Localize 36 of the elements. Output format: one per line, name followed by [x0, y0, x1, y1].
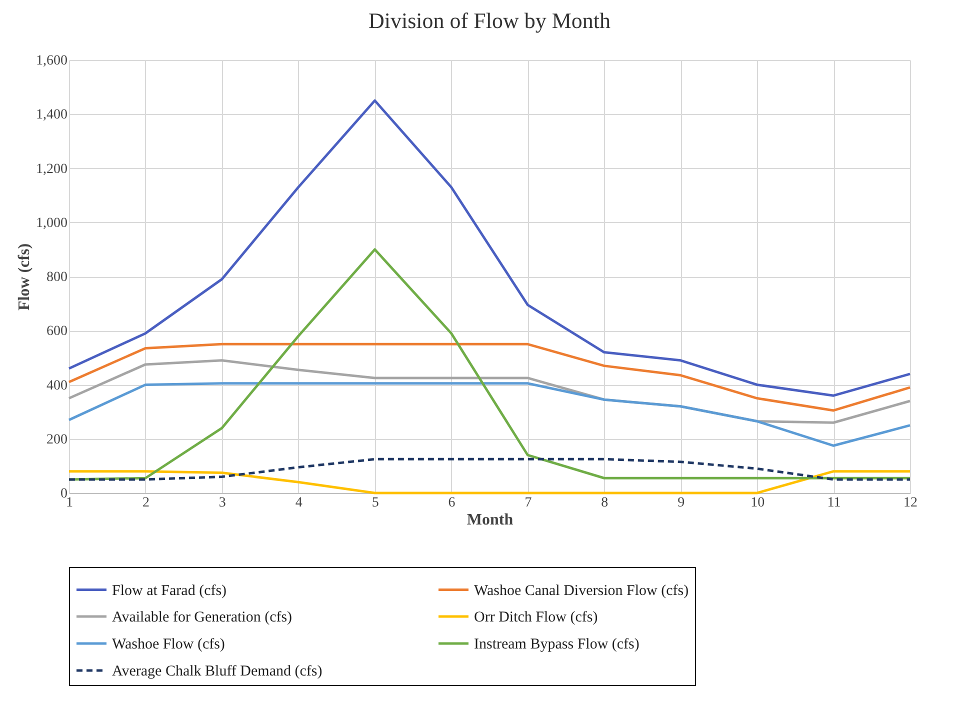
line-series — [68, 342, 912, 412]
y-tick-label: 1,600 — [36, 54, 68, 68]
line-series — [68, 470, 912, 494]
legend-label: Available for Generation (cfs) — [112, 610, 292, 626]
x-tick-label: 1 — [66, 496, 73, 510]
x-tick-label: 6 — [448, 496, 456, 510]
legend-label: Flow at Farad (cfs) — [112, 582, 227, 599]
x-tick-label: 4 — [295, 496, 302, 510]
x-axis-title: Month — [466, 512, 514, 528]
line-series — [68, 99, 912, 397]
legend-label: Average Chalk Bluff Demand (cfs) — [112, 664, 322, 680]
y-tick-label: 800 — [46, 270, 68, 285]
chart-title: Division of Flow by Month — [368, 8, 611, 33]
y-tick-label: 1,200 — [36, 162, 68, 177]
legend-label: Instream Bypass Flow (cfs) — [474, 636, 640, 652]
line-series — [68, 382, 912, 447]
line-series — [68, 458, 912, 481]
legend-label: Orr Ditch Flow (cfs) — [474, 610, 598, 626]
y-tick-label: 1,000 — [36, 216, 68, 231]
legend-label: Washoe Canal Diversion Flow (cfs) — [474, 582, 689, 599]
x-tick-label: 8 — [601, 496, 608, 510]
y-tick-label: 0 — [60, 486, 68, 502]
x-tick-label: 11 — [827, 496, 841, 510]
y-tick-label: 400 — [46, 378, 68, 394]
legend-label: Washoe Flow (cfs) — [112, 636, 225, 652]
y-tick-label: 1,400 — [36, 108, 68, 123]
x-tick-label: 12 — [904, 496, 918, 510]
y-tick-label: 200 — [46, 432, 68, 448]
x-tick-label: 5 — [372, 496, 379, 510]
x-tick-label: 7 — [524, 496, 532, 510]
y-axis-title: Flow (cfs) — [16, 243, 33, 311]
x-tick-label: 2 — [142, 496, 150, 510]
y-tick-label: 600 — [46, 324, 68, 340]
x-tick-label: 3 — [218, 496, 226, 510]
x-tick-label: 9 — [678, 496, 685, 510]
x-tick-label: 10 — [750, 496, 765, 510]
